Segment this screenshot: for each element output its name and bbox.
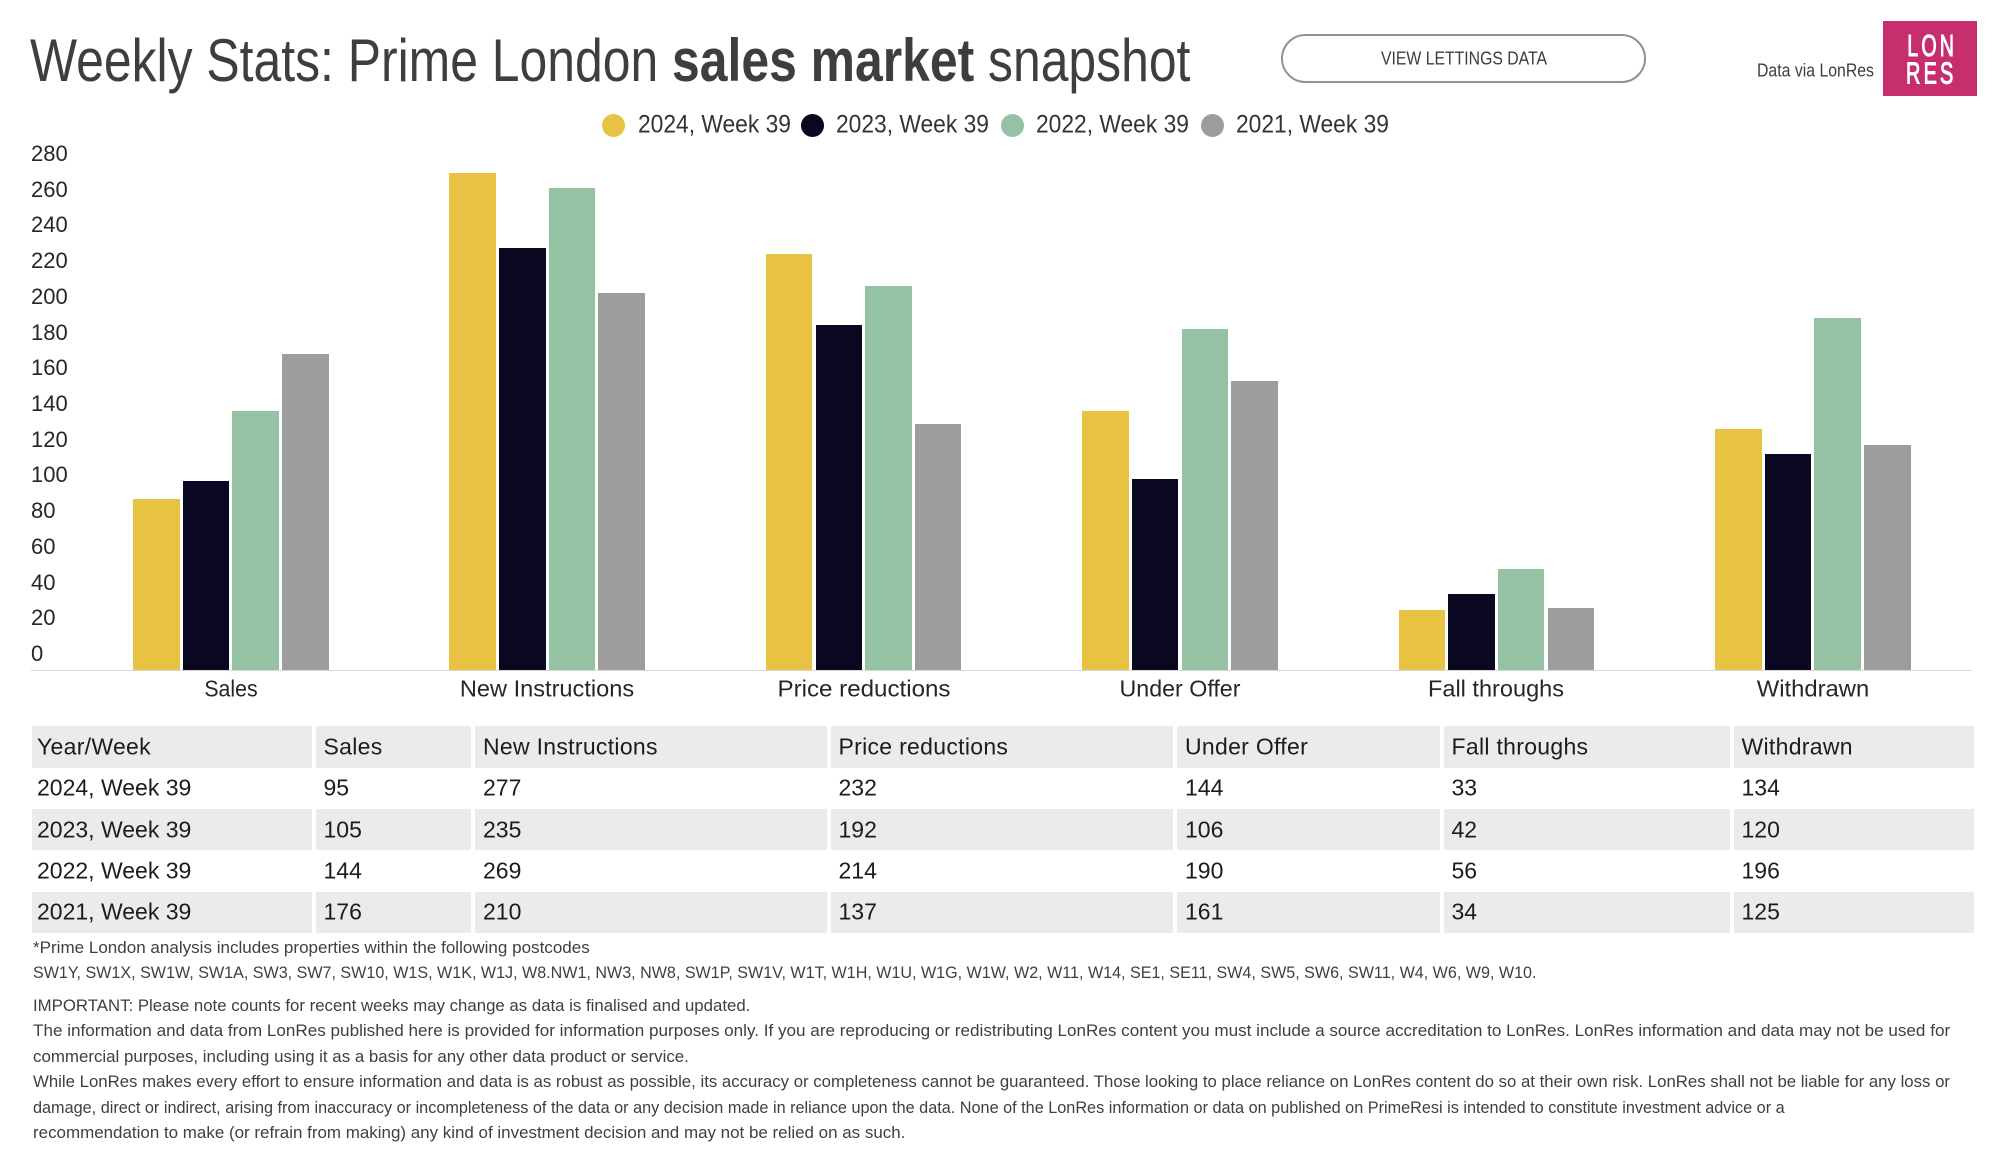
svg-text:LON: LON [1907, 28, 1957, 63]
svg-text:RES: RES [1906, 56, 1957, 91]
